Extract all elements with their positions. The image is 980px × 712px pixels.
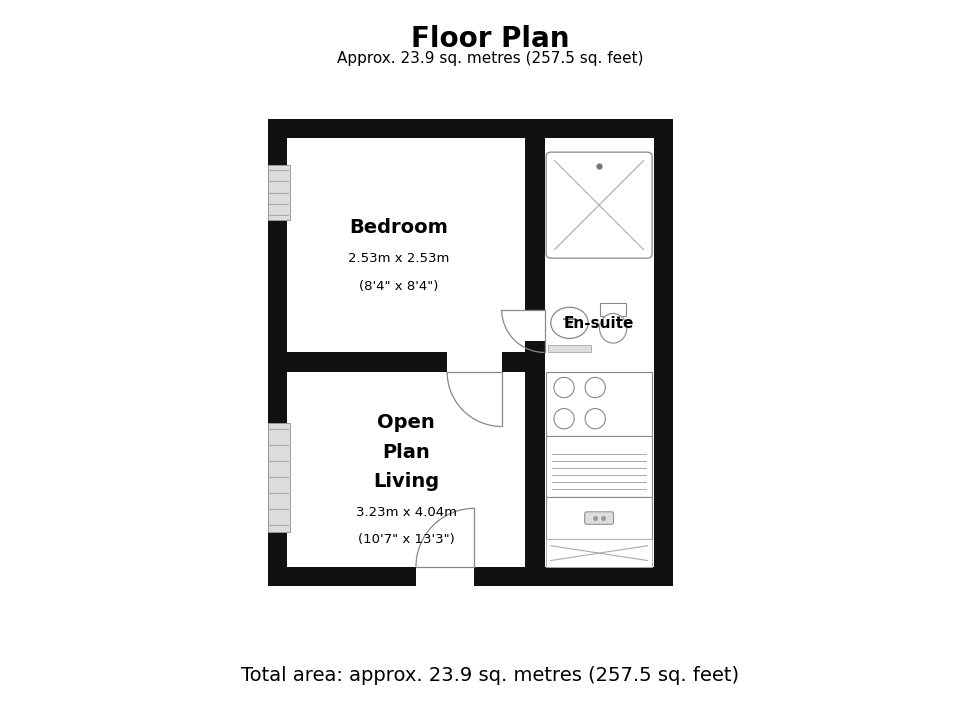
Ellipse shape — [551, 308, 588, 338]
Bar — [546, 436, 652, 497]
Bar — [474, 567, 673, 586]
Text: Bedroom: Bedroom — [349, 219, 448, 237]
Bar — [268, 423, 290, 532]
Bar — [548, 345, 591, 352]
Circle shape — [585, 409, 606, 429]
Bar — [268, 567, 416, 586]
Bar — [525, 372, 545, 567]
Bar — [525, 138, 545, 310]
Bar — [268, 119, 287, 586]
Bar — [654, 119, 673, 586]
Circle shape — [554, 377, 574, 397]
Bar — [546, 372, 652, 436]
Bar — [600, 303, 626, 316]
Text: Living: Living — [373, 472, 439, 491]
FancyBboxPatch shape — [585, 512, 613, 524]
Bar — [525, 352, 545, 372]
Text: Total area: approx. 23.9 sq. metres (257.5 sq. feet): Total area: approx. 23.9 sq. metres (257… — [241, 666, 739, 685]
Bar — [525, 341, 545, 352]
Bar — [546, 497, 652, 540]
Text: 2.53m x 2.53m: 2.53m x 2.53m — [348, 253, 449, 266]
FancyBboxPatch shape — [546, 152, 652, 258]
Bar — [287, 352, 447, 372]
Text: Approx. 23.9 sq. metres (257.5 sq. feet): Approx. 23.9 sq. metres (257.5 sq. feet) — [337, 51, 643, 66]
Text: (8'4" x 8'4"): (8'4" x 8'4") — [359, 280, 438, 293]
Circle shape — [585, 377, 606, 397]
Text: (10'7" x 13'3"): (10'7" x 13'3") — [358, 533, 455, 546]
Bar — [287, 138, 654, 567]
Text: Open: Open — [377, 413, 435, 432]
Text: 3.23m x 4.04m: 3.23m x 4.04m — [356, 506, 457, 519]
Ellipse shape — [600, 313, 627, 343]
Bar — [268, 119, 673, 138]
Text: Floor Plan: Floor Plan — [411, 25, 569, 53]
Bar — [546, 540, 652, 567]
Bar — [268, 165, 290, 220]
Text: En-suite: En-suite — [564, 315, 634, 330]
Text: Plan: Plan — [382, 443, 430, 461]
Bar — [502, 352, 525, 372]
Circle shape — [554, 409, 574, 429]
